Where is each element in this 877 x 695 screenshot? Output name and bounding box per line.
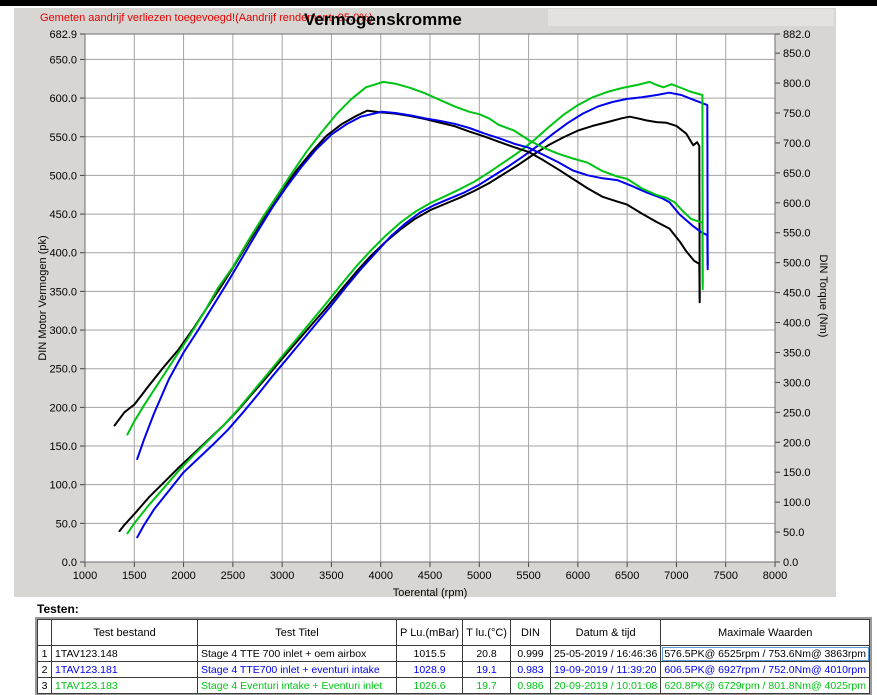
cell-max[interactable]: 576.5PK@ 6525rpm / 753.6Nm@ 3863rpm xyxy=(660,645,870,662)
cell-num[interactable]: 3 xyxy=(37,677,52,694)
col-header-Maximale Waarden: Maximale Waarden xyxy=(660,619,870,646)
drivetrain-loss-warning: Gemeten aandrijf verliezen toegevoegd!(A… xyxy=(40,12,373,24)
window-top-border xyxy=(0,0,877,6)
cell-titel[interactable]: Stage 4 TTE700 inlet + eventuri intake xyxy=(197,661,397,678)
table-row: 1 1TAV123.148 Stage 4 TTE 700 inlet + oem … xyxy=(37,645,870,662)
cell-num[interactable]: 2 xyxy=(37,661,52,678)
cell-p-lu[interactable]: 1026.6 xyxy=(395,677,464,694)
cell-datum[interactable]: 25-05-2019 / 16:46:36 xyxy=(549,645,662,662)
cell-file[interactable]: 1TAV123.183 xyxy=(51,677,198,694)
col-header-Test Titel: Test Titel xyxy=(197,619,397,646)
col-header-Test bestand: Test bestand xyxy=(51,619,198,646)
cell-din[interactable]: 0.986 xyxy=(509,677,551,694)
chart-panel: Gemeten aandrijf verliezen toegevoegd!(A… xyxy=(14,8,836,597)
panel-highlight-strip xyxy=(548,9,834,26)
cell-num[interactable]: 1 xyxy=(37,645,52,662)
col-header-Datum & tijd: Datum & tijd xyxy=(549,619,662,646)
cell-file[interactable]: 1TAV123.148 xyxy=(51,645,198,662)
cell-din[interactable]: 0.999 xyxy=(509,645,551,662)
cell-max[interactable]: 606.5PK@ 6927rpm / 752.0Nm@ 4010rpm xyxy=(660,661,870,678)
col-header-num xyxy=(37,619,52,646)
cell-max[interactable]: 620.8PK@ 6729rpm / 801.8Nm@ 4025rpm xyxy=(660,677,870,694)
cell-file[interactable]: 1TAV123.181 xyxy=(51,661,198,678)
table-row: 2 1TAV123.181 Stage 4 TTE700 inlet + event… xyxy=(37,661,870,678)
cell-p-lu[interactable]: 1028.9 xyxy=(395,661,464,678)
cell-datum[interactable]: 19-09-2019 / 11:39:20 xyxy=(549,661,662,678)
tests-table: Test bestand Test Titel P Lu.(mBar) T lu.(°… xyxy=(35,617,872,695)
cell-p-lu[interactable]: 1015.5 xyxy=(395,645,464,662)
tests-section-label: Testen: xyxy=(37,602,79,616)
cell-t-lu[interactable]: 19.7 xyxy=(462,677,511,694)
cell-datum[interactable]: 20-09-2019 / 10:01:08 xyxy=(549,677,662,694)
col-header-P Lu.(mBar): P Lu.(mBar) xyxy=(395,619,464,646)
col-header-DIN: DIN xyxy=(509,619,551,646)
cell-t-lu[interactable]: 19.1 xyxy=(462,661,511,678)
col-header-T lu.(°C): T lu.(°C) xyxy=(462,619,511,646)
cell-titel[interactable]: Stage 4 TTE 700 inlet + oem airbox xyxy=(197,645,397,662)
cell-t-lu[interactable]: 20.8 xyxy=(462,645,511,662)
cell-din[interactable]: 0.983 xyxy=(509,661,551,678)
tests-table-body: 1 1TAV123.148 Stage 4 TTE 700 inlet + oem … xyxy=(37,645,870,694)
chart-title: Vermogenskromme xyxy=(304,10,462,29)
table-row: 3 1TAV123.183 Stage 4 Eventuri intake + Ev… xyxy=(37,677,870,694)
tests-table-header: Test bestand Test Titel P Lu.(mBar) T lu.(°… xyxy=(37,619,870,646)
cell-titel[interactable]: Stage 4 Eventuri intake + Eventuri inlet xyxy=(197,677,397,694)
